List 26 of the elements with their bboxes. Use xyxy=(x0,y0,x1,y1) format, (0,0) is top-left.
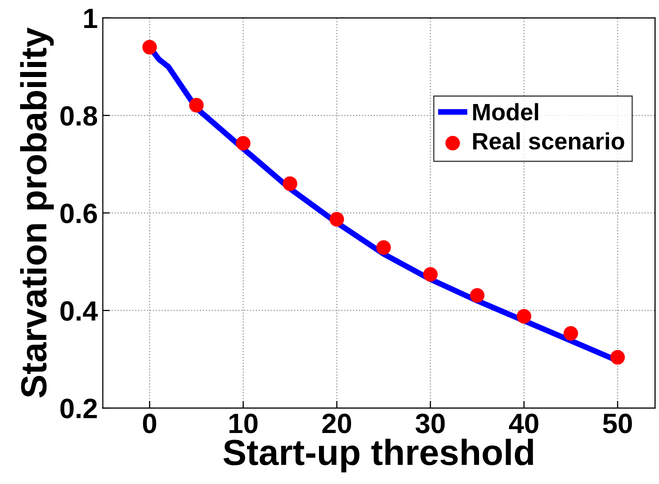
x-tick-label: 50 xyxy=(603,414,632,434)
x-tick-label: 0 xyxy=(142,414,156,434)
y-tick-label: 0.6 xyxy=(60,204,97,224)
point xyxy=(189,98,204,112)
point xyxy=(282,176,298,191)
x-tick-label: 40 xyxy=(508,414,538,434)
point xyxy=(564,326,578,341)
y-tick-label: 1 xyxy=(84,8,98,28)
y-axis-title: Starvation probability xyxy=(20,28,54,398)
y-tick-label: 0.2 xyxy=(60,398,97,418)
point xyxy=(330,212,344,227)
point xyxy=(142,40,157,54)
y-tick-label: 0.8 xyxy=(60,106,98,126)
point xyxy=(470,288,484,303)
point xyxy=(376,240,391,255)
legend-label: Real scenario xyxy=(473,132,624,150)
x-axis-title: Start-up threshold xyxy=(223,438,534,472)
point xyxy=(236,136,250,151)
x-tick-label: 10 xyxy=(230,414,258,434)
y-tick-label: 0.4 xyxy=(60,301,98,321)
point xyxy=(516,309,532,324)
x-tick-label: 20 xyxy=(322,414,352,434)
point xyxy=(423,267,438,282)
legend-label: Model xyxy=(473,103,538,120)
x-tick-label: 30 xyxy=(416,414,445,434)
point xyxy=(610,350,625,365)
